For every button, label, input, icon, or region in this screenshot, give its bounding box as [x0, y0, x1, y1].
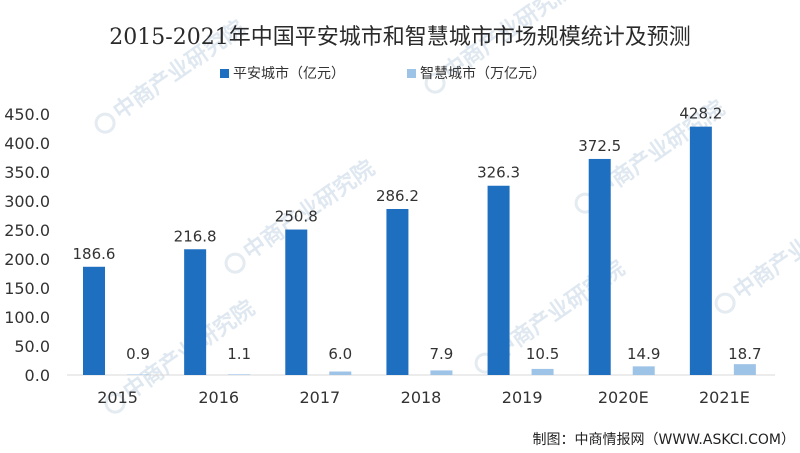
x-axis: 2015 2016 2017 2018 2019 2020E 2021E: [97, 388, 750, 407]
data-label-safe-city-2015: 186.6: [73, 245, 116, 263]
bar-smart-city-2019: [531, 368, 554, 375]
y-tick-label: 350.0: [4, 163, 50, 182]
bar-safe-city-2015: [83, 266, 105, 375]
bar-safe-city-2017: [285, 229, 308, 375]
data-label-safe-city-2018: 286.2: [376, 187, 419, 205]
x-tick-label: 2020E: [598, 388, 649, 407]
y-tick-label: 0.0: [25, 366, 50, 385]
chart-title: 2015-2021年中国平安城市和智慧城市市场规模统计及预测: [109, 25, 690, 50]
data-label-smart-city-2019: 10.5: [526, 345, 559, 363]
source-note: 制图：中商情报网（WWW.ASKCI.COM）: [533, 432, 795, 448]
data-label-smart-city-2020E: 14.9: [627, 345, 660, 363]
data-label-smart-city-2021E: 18.7: [728, 345, 761, 363]
y-tick-label: 250.0: [4, 221, 50, 240]
data-label-safe-city-2019: 326.3: [477, 164, 520, 182]
data-label-safe-city-2021E: 428.2: [679, 105, 722, 123]
data-label-smart-city-2015: 0.9: [126, 345, 150, 363]
legend-swatch-safe-city: [220, 69, 229, 78]
x-tick-label: 2021E: [699, 388, 750, 407]
y-tick-label: 100.0: [4, 308, 50, 327]
bar-safe-city-2021E: [689, 126, 712, 375]
bar-safe-city-2020E: [588, 158, 611, 375]
data-label-safe-city-2020E: 372.5: [578, 137, 621, 155]
watermark-logo-icon: [424, 72, 446, 94]
y-tick-label: 50.0: [14, 337, 50, 356]
bar-smart-city-2021E: [733, 364, 756, 375]
data-label-safe-city-2016: 216.8: [174, 227, 217, 245]
legend-label-smart-city: 智慧城市（万亿元）: [420, 65, 546, 82]
bar-safe-city-2018: [386, 209, 409, 375]
y-tick-label: 200.0: [4, 250, 50, 269]
x-tick-label: 2018: [401, 388, 442, 407]
x-tick-label: 2019: [502, 388, 543, 407]
bar-smart-city-2016: [228, 374, 251, 375]
data-label-smart-city-2018: 7.9: [429, 345, 453, 363]
y-axis: 0.0 50.0 100.0 150.0 200.0 250.0 300.0 350.0 400…: [4, 105, 50, 385]
watermark-text: 中商产业研究院: [729, 195, 800, 305]
legend-label-safe-city: 平安城市（亿元）: [233, 65, 345, 82]
watermark-logo-icon: [94, 112, 116, 134]
x-tick-label: 2017: [299, 388, 340, 407]
bar-smart-city-2020E: [632, 366, 655, 375]
bar-smart-city-2015: [127, 374, 149, 375]
bar-safe-city-2019: [487, 185, 510, 375]
y-tick-label: 150.0: [4, 279, 50, 298]
legend: 平安城市（亿元） 智慧城市（万亿元）: [220, 65, 546, 82]
watermark-logo-icon: [104, 392, 126, 414]
bar-labels: 186.6 0.9 216.8 1.1 250.8 6.0 286.2 7.9 326.3 10.…: [73, 105, 762, 363]
bars: [83, 126, 756, 375]
y-tick-label: 300.0: [4, 192, 50, 211]
y-tick-label: 400.0: [4, 134, 50, 153]
bar-safe-city-2016: [184, 249, 207, 375]
watermark: 中商产业研究院: [714, 195, 800, 314]
bar-smart-city-2017: [329, 371, 352, 375]
y-tick-label: 450.0: [4, 105, 50, 124]
data-label-smart-city-2017: 6.0: [328, 345, 352, 363]
watermark-logo-icon: [224, 252, 246, 274]
watermark-logo-icon: [714, 292, 736, 314]
x-tick-label: 2016: [198, 388, 239, 407]
x-tick-label: 2015: [97, 388, 138, 407]
bar-smart-city-2018: [430, 370, 453, 375]
data-label-smart-city-2016: 1.1: [227, 345, 251, 363]
legend-swatch-smart-city: [407, 69, 416, 78]
data-label-safe-city-2017: 250.8: [275, 208, 318, 226]
